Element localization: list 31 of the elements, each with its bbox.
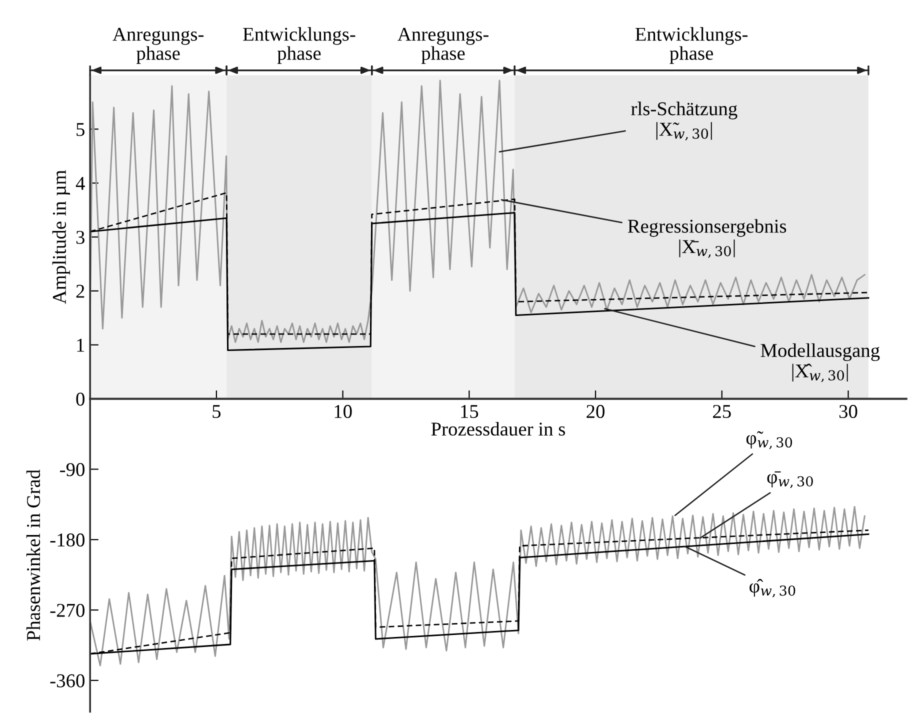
x-tick-label: 5 [212,405,221,418]
y-tick-label: -90 [60,463,84,476]
x-tick-label: 15 [461,405,478,418]
y-tick-label: 0 [76,392,84,406]
y-axis-title: Phasenwinkel in Grad [26,470,40,641]
annotation: Regressionsergebnis |X̄$_{w,30}$| [628,219,786,258]
x-tick-label: 30 [839,404,858,418]
y-tick-label: -270 [50,604,84,617]
y-tick-label: 4 [76,177,85,190]
x-tick-label: 20 [586,404,604,418]
x-axis-title: Prozessdauer in s [431,422,566,436]
y-tick-label: -360 [50,674,84,688]
y-tick-label: 1 [77,338,84,352]
band-label: Entwicklungs- phase [635,27,748,64]
annotation: rls-Schätzung |X̃$_{w,30}$| [631,102,738,140]
x-tick-label: 10 [334,404,352,418]
y-tick-label: -180 [50,533,84,547]
band-label: Anregungs- phase [398,28,488,64]
band-label: Entwicklungs- phase [243,27,356,64]
band-label: Anregungs- phase [112,28,204,64]
annotation: φ̃$_{w,30}$ [746,431,792,450]
x-tick-label: 25 [713,404,731,418]
line-series [90,80,866,343]
annotation: Modellausgang |X̂$_{w,30}$| [760,343,880,382]
annotation: φ̄$_{w,30}$ [767,471,813,488]
line-series [90,506,866,666]
y-tick-label: 5 [76,123,84,136]
y-axis-title: Amplitude in µm [52,170,70,304]
annotation: φ̂$_{w,30}$ [750,578,796,598]
y-tick-label: 3 [76,230,84,244]
y-tick-label: 2 [76,284,84,298]
